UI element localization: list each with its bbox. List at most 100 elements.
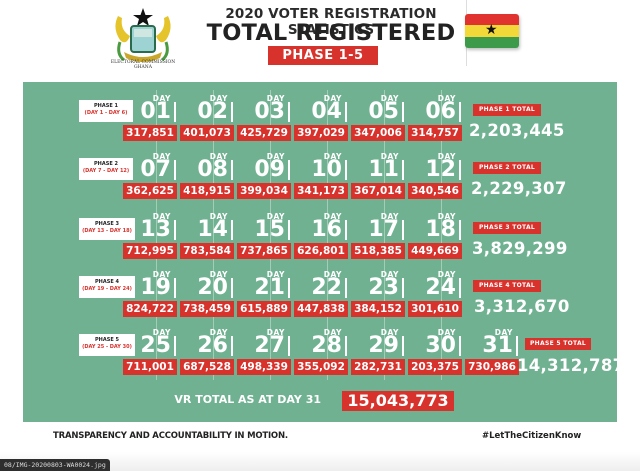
phase-day-range: (DAY 25 - DAY 30) <box>82 344 132 350</box>
phase-total-label: PHASE 1 TOTAL <box>473 104 541 116</box>
phase-total-label: PHASE 3 TOTAL <box>473 222 541 234</box>
day-cell: DAY 19 824,722 <box>121 270 177 330</box>
day-cell: DAY 17 518,385 <box>349 212 405 272</box>
phase-row-3: PHASE 3 (DAY 13 - DAY 18) DAY 13 712,995 D… <box>23 212 617 272</box>
day-label: DAY <box>323 270 342 279</box>
day-cell: DAY 12 340,546 <box>406 152 462 212</box>
day-value: 626,801 <box>294 243 348 259</box>
phase-day-range: (DAY 13 - DAY 18) <box>82 228 132 234</box>
day-cell: DAY 18 449,669 <box>406 212 462 272</box>
day-value: 687,528 <box>180 359 234 375</box>
phase-label: PHASE 4 (DAY 19 - DAY 24) <box>79 276 135 298</box>
day-cell: DAY 01 317,851 <box>121 94 177 154</box>
day-label: DAY <box>266 270 285 279</box>
day-label: DAY <box>152 328 171 337</box>
day-value: 738,459 <box>180 301 234 317</box>
day-label: DAY <box>266 94 285 103</box>
day-label: DAY <box>323 94 342 103</box>
day-cell: DAY 15 737,865 <box>235 212 291 272</box>
day-value: 203,375 <box>408 359 462 375</box>
day-label: DAY <box>152 94 171 103</box>
day-number: 26 <box>197 333 228 358</box>
day-cell: DAY 02 401,073 <box>178 94 234 154</box>
black-star-icon: ★ <box>485 22 498 38</box>
day-label: DAY <box>380 270 399 279</box>
day-label: DAY <box>380 152 399 161</box>
column-divider <box>156 90 157 380</box>
day-label: DAY <box>209 270 228 279</box>
day-value: 498,339 <box>237 359 291 375</box>
day-number: 28 <box>311 333 342 358</box>
column-divider <box>213 90 214 380</box>
phase-label: PHASE 1 (DAY 1 - DAY 6) <box>79 100 133 122</box>
day-cell: DAY 28 355,092 <box>292 328 348 388</box>
day-number: 05 <box>368 99 399 124</box>
day-cell: DAY 14 783,584 <box>178 212 234 272</box>
day-value: 449,669 <box>408 243 462 259</box>
day-value: 730,986 <box>465 359 519 375</box>
day-number: 13 <box>140 217 171 242</box>
day-value: 783,584 <box>180 243 234 259</box>
day-value: 711,001 <box>123 359 177 375</box>
day-label: DAY <box>209 212 228 221</box>
org-caption: ELECTORAL COMMISSION GHANA <box>104 60 182 70</box>
day-number: 23 <box>368 275 399 300</box>
day-number: 02 <box>197 99 228 124</box>
vr-total-value: 15,043,773 <box>342 391 454 411</box>
day-value: 399,034 <box>237 183 291 199</box>
day-number: 20 <box>197 275 228 300</box>
day-number: 15 <box>254 217 285 242</box>
day-label: DAY <box>266 152 285 161</box>
day-number: 04 <box>311 99 342 124</box>
day-value: 301,610 <box>408 301 462 317</box>
phase-name: PHASE 2 <box>94 161 118 167</box>
day-value: 425,729 <box>237 125 291 141</box>
day-cell: DAY 07 362,625 <box>121 152 177 212</box>
day-value: 282,731 <box>351 359 405 375</box>
day-value: 401,073 <box>180 125 234 141</box>
phase-total-value: 14,312,787 <box>517 356 625 375</box>
day-value: 712,995 <box>123 243 177 259</box>
day-number: 18 <box>425 217 456 242</box>
column-divider <box>270 90 271 380</box>
footer-tagline: TRANSPARENCY AND ACCOUNTABILITY IN MOTIO… <box>53 431 288 441</box>
day-value: 347,006 <box>351 125 405 141</box>
image-viewer-statusbar <box>0 452 640 471</box>
day-number: 22 <box>311 275 342 300</box>
title-subheading: 2020 VOTER REGISTRATION STATISTICS <box>225 6 437 38</box>
day-number: 10 <box>311 157 342 182</box>
phase-day-range: (DAY 19 - DAY 24) <box>82 286 132 292</box>
day-label: DAY <box>437 328 456 337</box>
day-number: 19 <box>140 275 171 300</box>
column-divider <box>327 90 328 380</box>
day-number: 31 <box>482 333 513 358</box>
phase-name: PHASE 1 <box>94 103 118 109</box>
day-value: 384,152 <box>351 301 405 317</box>
column-divider <box>384 90 385 380</box>
phase-name: PHASE 3 <box>95 221 119 227</box>
infographic-header: ELECTORAL COMMISSION GHANA 2020 VOTER RE… <box>0 0 640 80</box>
phase-row-1: PHASE 1 (DAY 1 - DAY 6) DAY 01 317,851 DAY… <box>23 94 617 154</box>
phase-total-label: PHASE 4 TOTAL <box>473 280 541 292</box>
day-number: 11 <box>368 157 399 182</box>
phase-row-4: PHASE 4 (DAY 19 - DAY 24) DAY 19 824,722 D… <box>23 270 617 330</box>
day-cell: DAY 23 384,152 <box>349 270 405 330</box>
phase-day-range: (DAY 1 - DAY 6) <box>84 110 128 116</box>
day-cell: DAY 06 314,757 <box>406 94 462 154</box>
day-cell: DAY 20 738,459 <box>178 270 234 330</box>
coat-of-arms-icon <box>115 8 171 62</box>
day-label: DAY <box>494 328 513 337</box>
day-value: 737,865 <box>237 243 291 259</box>
day-number: 01 <box>140 99 171 124</box>
vr-total-label: VR TOTAL AS AT DAY 31 <box>174 393 321 406</box>
day-number: 12 <box>425 157 456 182</box>
day-cell: DAY 26 687,528 <box>178 328 234 388</box>
day-cell: DAY 29 282,731 <box>349 328 405 388</box>
day-value: 367,014 <box>351 183 405 199</box>
footer-hashtag: #LetTheCitizenKnow <box>482 431 582 441</box>
day-cell: DAY 11 367,014 <box>349 152 405 212</box>
day-number: 24 <box>425 275 456 300</box>
day-cell: DAY 31 730,986 <box>463 328 519 388</box>
day-cell: DAY 21 615,889 <box>235 270 291 330</box>
day-cell: DAY 04 397,029 <box>292 94 348 154</box>
